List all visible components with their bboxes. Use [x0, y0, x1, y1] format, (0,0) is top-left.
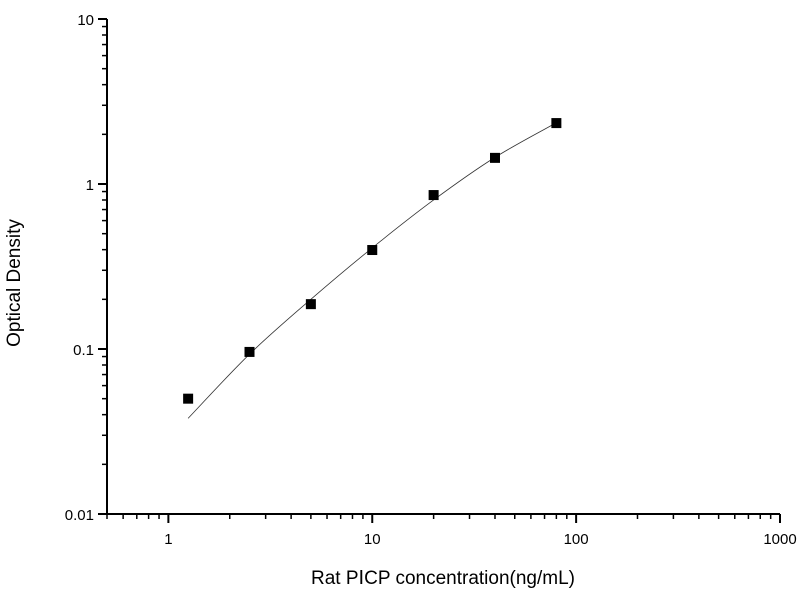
data-point	[428, 190, 439, 201]
data-point	[305, 299, 316, 310]
data-point	[183, 393, 194, 404]
y-tick-label: 1	[86, 177, 94, 194]
y-axis-label: Optical Density	[4, 219, 25, 347]
y-tick-label: 10	[77, 12, 94, 29]
x-tick-label: 10	[364, 531, 381, 548]
x-tick-label: 1000	[763, 531, 796, 548]
x-axis-label: Rat PⅠCP concentration(ng/mL)	[311, 568, 575, 589]
data-point	[489, 152, 500, 163]
x-tick-label: 100	[564, 531, 589, 548]
data-point	[551, 118, 562, 129]
data-point	[244, 346, 255, 357]
fit-curve	[187, 122, 557, 419]
y-tick-label: 0.1	[73, 342, 94, 359]
data-point	[367, 245, 378, 256]
y-tick-label: 0.01	[65, 507, 94, 524]
x-tick-label: 1	[164, 531, 172, 548]
